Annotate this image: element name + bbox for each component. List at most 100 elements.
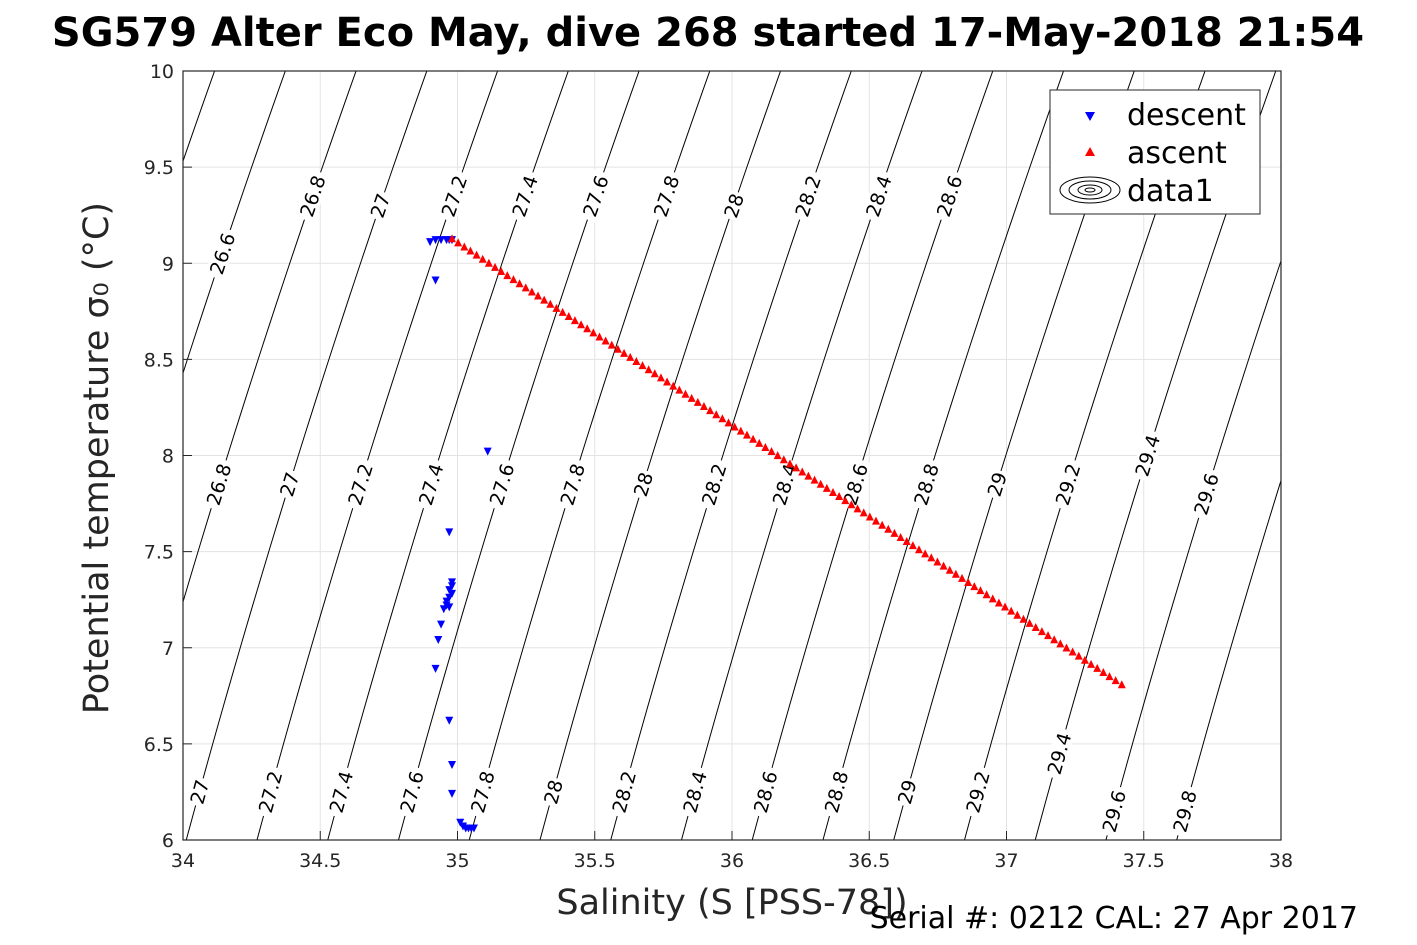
ascent-point	[503, 271, 512, 280]
contour-label-gap	[696, 457, 731, 512]
contour-label-gap	[253, 765, 287, 819]
ascent-point	[785, 459, 794, 468]
contour-label-gap	[275, 467, 304, 501]
contour-label-gap	[343, 457, 378, 512]
contour-label-gap	[1097, 784, 1131, 838]
contour-label-gap	[819, 765, 853, 819]
ascent-point	[945, 565, 954, 574]
contour-label-gap	[719, 189, 748, 223]
legend: descent ascent data1	[1049, 89, 1261, 215]
ascent-point	[828, 487, 837, 496]
contour-label-gap	[507, 169, 543, 223]
descent-point	[439, 605, 448, 614]
ascent-point	[1080, 655, 1089, 664]
ascent-point	[798, 467, 807, 476]
ascent-point	[1025, 618, 1034, 627]
ascent-point	[509, 275, 518, 284]
ascent-point	[1099, 668, 1108, 677]
ascent-point	[1031, 622, 1040, 631]
ascent-point	[540, 295, 549, 304]
ascent-point	[558, 307, 567, 316]
y-tick-label: 9.5	[144, 157, 174, 179]
ascent-point	[1001, 602, 1010, 611]
ascent-point	[755, 438, 764, 447]
legend-contour-icon	[1059, 176, 1121, 204]
ascent-point	[1050, 635, 1059, 644]
ascent-point	[730, 422, 739, 431]
contour-label-gap	[204, 226, 240, 281]
ascent-point	[595, 332, 604, 341]
ascent-point	[515, 279, 524, 288]
x-tick-label: 38	[1269, 850, 1293, 872]
ascent-point	[902, 537, 911, 546]
descent-point	[437, 236, 446, 245]
ascent-point	[1007, 606, 1016, 615]
ascent-point	[939, 561, 948, 570]
y-tick-label: 7.5	[144, 542, 174, 564]
ascent-point	[718, 414, 727, 423]
ascent-point	[835, 492, 844, 501]
ascent-point	[1093, 663, 1102, 672]
ascent-point	[638, 361, 647, 370]
ascent-point	[589, 328, 598, 337]
ascent-point	[927, 553, 936, 562]
density-contour-line	[822, 71, 1064, 840]
contour-label-gap	[860, 169, 897, 223]
ascent-point	[1044, 631, 1053, 640]
descent-point	[483, 447, 492, 456]
contour-label-gap	[484, 457, 519, 512]
ascent-point	[521, 283, 530, 292]
ascent-point	[570, 316, 579, 325]
ascent-point	[669, 381, 678, 390]
density-contour-line	[1176, 478, 1281, 840]
ascent-point	[1062, 643, 1071, 652]
chart-title: SG579 Alter Eco May, dive 268 started 17…	[52, 10, 1364, 56]
ascent-point	[484, 258, 493, 267]
contour-label-gap	[201, 457, 236, 512]
contour-label: 28	[539, 775, 568, 809]
ascent-point	[693, 397, 702, 406]
contour-label-gap	[577, 169, 614, 223]
ascent-point	[712, 410, 721, 419]
ascent-point	[890, 528, 899, 537]
ascent-point	[847, 500, 856, 509]
ascent-point	[620, 348, 629, 357]
legend-box	[1049, 89, 1261, 215]
serial-cal-footer: Serial #: 0212 CAL: 27 Apr 2017	[870, 901, 1358, 936]
ascent-point	[656, 373, 665, 382]
y-tick-label: 8.5	[144, 349, 174, 371]
ascent-point	[534, 291, 543, 300]
ascent-point	[964, 577, 973, 586]
ascent-point	[1037, 627, 1046, 636]
ascent-point	[607, 340, 616, 349]
ascent-point	[773, 451, 782, 460]
contour-label-gap	[395, 765, 428, 819]
descent-point	[431, 276, 440, 285]
x-tick-label: 35	[445, 850, 469, 872]
ascent-point	[816, 479, 825, 488]
ascent-point	[865, 512, 874, 521]
ascent-point	[497, 266, 506, 275]
contour-label-gap	[186, 775, 213, 809]
contour-label-gap	[790, 169, 826, 223]
contour-label: 29.2	[1050, 457, 1085, 512]
ascent-point	[841, 496, 850, 505]
ascent-point	[626, 352, 635, 361]
y-axis-label: Potential temperature σ₀ (°C)	[77, 202, 117, 714]
contour-label: 29	[983, 467, 1012, 501]
ascent-point	[1056, 639, 1065, 648]
ascent-point	[871, 516, 880, 525]
ascent-point	[601, 336, 610, 345]
ascent-point	[632, 357, 641, 366]
x-tick-label: 37	[994, 850, 1018, 872]
contour-label-gap	[436, 169, 472, 223]
ascent-point	[564, 312, 573, 321]
ascent-point	[472, 250, 481, 259]
contour-label-gap	[838, 457, 873, 512]
descent-point	[426, 238, 435, 247]
contour-label-gap	[893, 775, 921, 809]
contour-label-gap	[931, 169, 967, 223]
ascent-point	[779, 455, 788, 464]
x-tick-label: 35.5	[574, 850, 616, 872]
contour-label-gap	[324, 765, 358, 819]
